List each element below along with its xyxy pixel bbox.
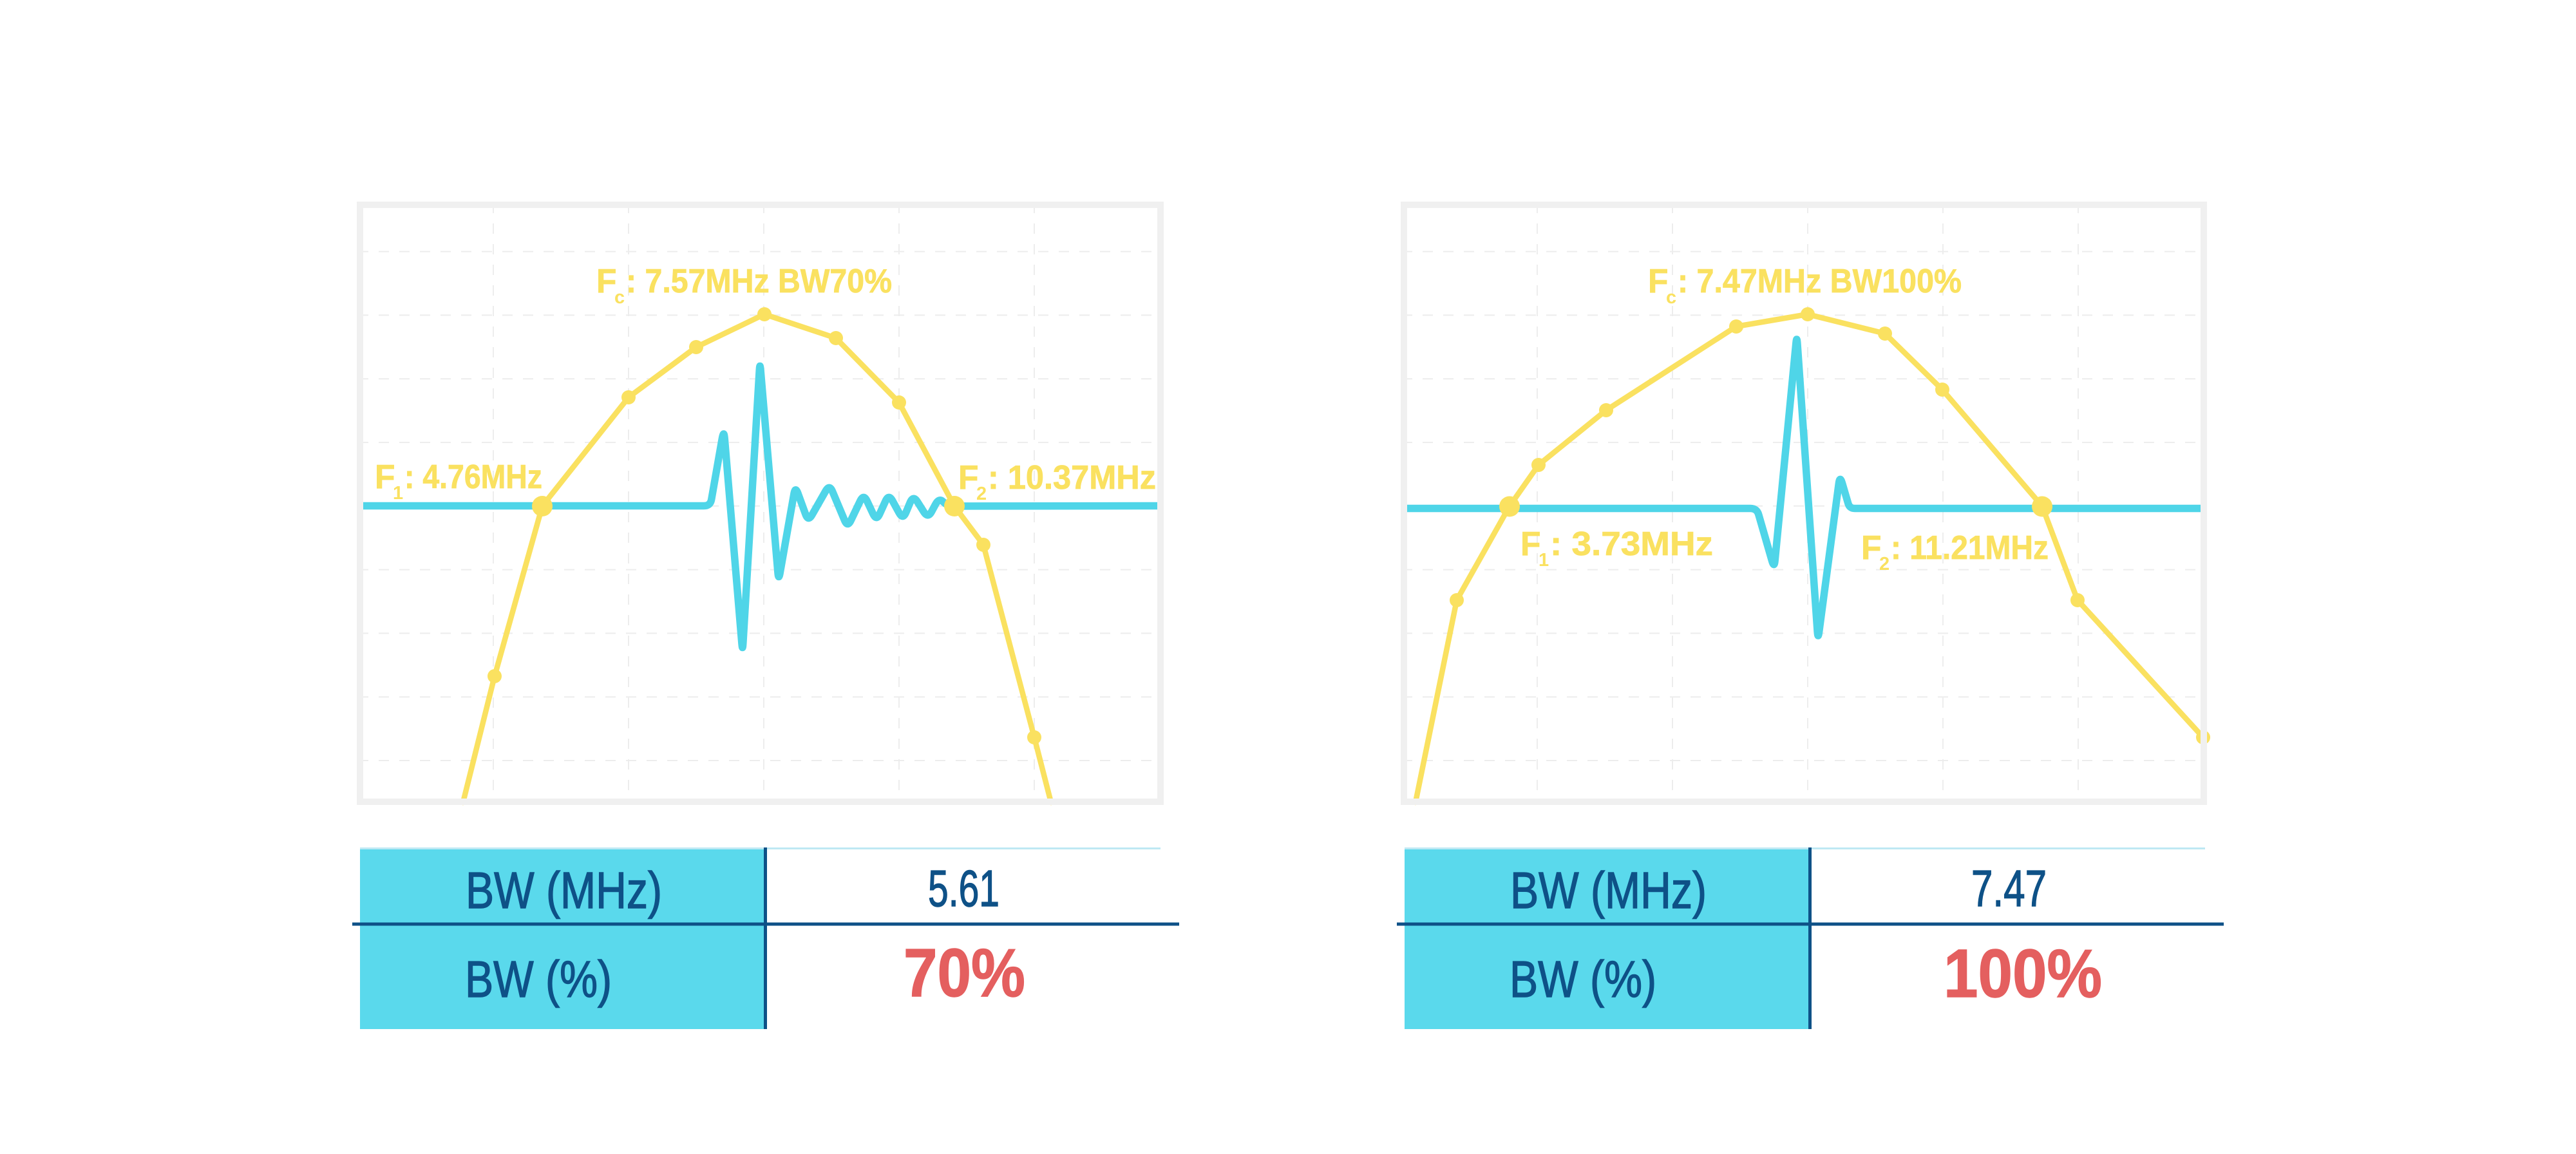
svg-text:F: F: [375, 458, 395, 495]
svg-text:1: 1: [1539, 550, 1549, 571]
svg-text:F: F: [958, 459, 978, 496]
svg-text:100%: 100%: [1944, 936, 2102, 1012]
svg-text:: 7.57MHz BW70%: : 7.57MHz BW70%: [626, 262, 892, 299]
svg-text:2: 2: [1879, 554, 1889, 574]
svg-text:c: c: [614, 287, 625, 308]
svg-text:2: 2: [976, 484, 987, 504]
svg-text:: 11.21MHz: : 11.21MHz: [1891, 529, 2049, 566]
svg-text:70%: 70%: [904, 935, 1025, 1011]
svg-text:BW (%): BW (%): [1510, 951, 1656, 1008]
svg-text:BW (MHz): BW (MHz): [466, 862, 662, 919]
svg-text:F: F: [596, 262, 616, 299]
svg-text:BW (%): BW (%): [465, 951, 612, 1008]
svg-text:1: 1: [393, 483, 403, 504]
svg-text:: 3.73MHz: : 3.73MHz: [1550, 525, 1713, 562]
svg-text:: 10.37MHz: : 10.37MHz: [988, 459, 1156, 496]
svg-text:F: F: [1861, 529, 1881, 566]
svg-text:F: F: [1520, 525, 1540, 562]
svg-text:7.47: 7.47: [1971, 860, 2047, 917]
svg-text:BW (MHz): BW (MHz): [1510, 862, 1707, 919]
svg-text:c: c: [1666, 287, 1676, 308]
svg-text:F: F: [1648, 262, 1668, 299]
svg-text:5.61: 5.61: [928, 860, 999, 917]
svg-text:: 7.47MHz BW100%: : 7.47MHz BW100%: [1678, 262, 1962, 299]
svg-text:: 4.76MHz: : 4.76MHz: [404, 458, 542, 495]
